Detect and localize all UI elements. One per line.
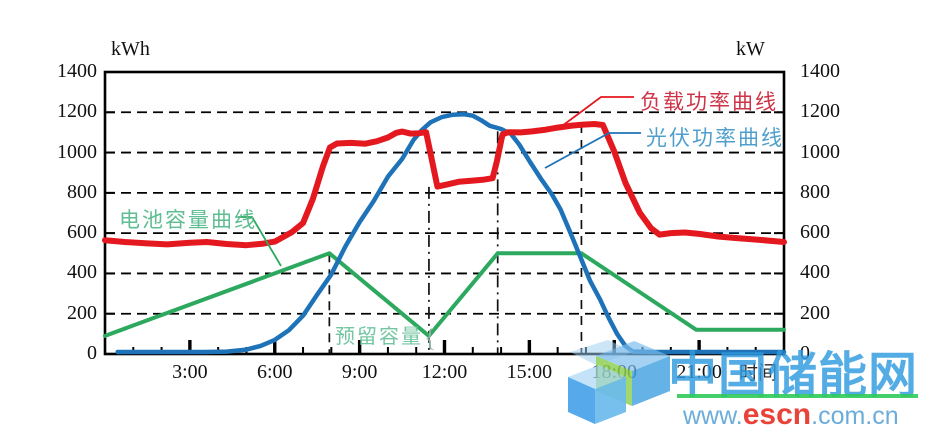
callout-battery-line	[238, 216, 282, 267]
x-axis-title: 时间	[739, 363, 778, 384]
y-tick-label-right: 1400	[800, 60, 840, 82]
legend-pv-power: 光伏功率曲线	[646, 126, 784, 150]
y-tick-label-right: 0	[800, 342, 810, 364]
y-tick-label-right: 1200	[800, 100, 840, 123]
reserved-capacity-label: 预留容量	[335, 326, 423, 348]
series-pv-line	[115, 112, 787, 355]
x-tick-label: 6:00	[256, 361, 293, 383]
y-tick-label-right: 600	[800, 221, 830, 244]
series-battery-line	[103, 251, 786, 338]
legend-load-power: 负载功率曲线	[640, 90, 778, 114]
y-tick-label-left: 0	[87, 342, 97, 364]
escn-logo-icon	[568, 340, 670, 424]
y-tick-label-right: 800	[800, 180, 830, 203]
callout-pv-line	[544, 132, 641, 169]
x-tick-label: 3:00	[172, 361, 208, 383]
x-tick-label: 15:00	[506, 361, 553, 383]
y-tick-label-right: 1000	[800, 140, 840, 163]
y-tick-label-right: 200	[800, 301, 830, 324]
y-tick-label-left: 1000	[57, 140, 97, 163]
y-tick-label-left: 400	[67, 261, 97, 284]
plot-border	[103, 70, 786, 356]
right-axis-title: kW	[736, 38, 765, 60]
y-tick-label-left: 200	[67, 301, 97, 324]
x-tick-label: 21:00	[676, 361, 722, 383]
series-load-line	[102, 121, 787, 249]
left-axis-title: kWh	[111, 38, 150, 60]
y-tick-label-left: 800	[67, 180, 97, 203]
y-tick-label-left: 1200	[57, 100, 97, 123]
y-tick-label-right: 400	[800, 261, 830, 284]
y-tick-label-left: 600	[67, 221, 97, 244]
reserved-capacity-brace: {	[424, 325, 436, 352]
legend-battery-capacity: 电池容量曲线	[119, 208, 257, 232]
callout-load-line	[557, 96, 634, 130]
y-tick-label-left: 1400	[57, 60, 97, 82]
x-tick-label: 9:00	[341, 361, 378, 383]
x-tick-label: 12:00	[421, 361, 468, 383]
